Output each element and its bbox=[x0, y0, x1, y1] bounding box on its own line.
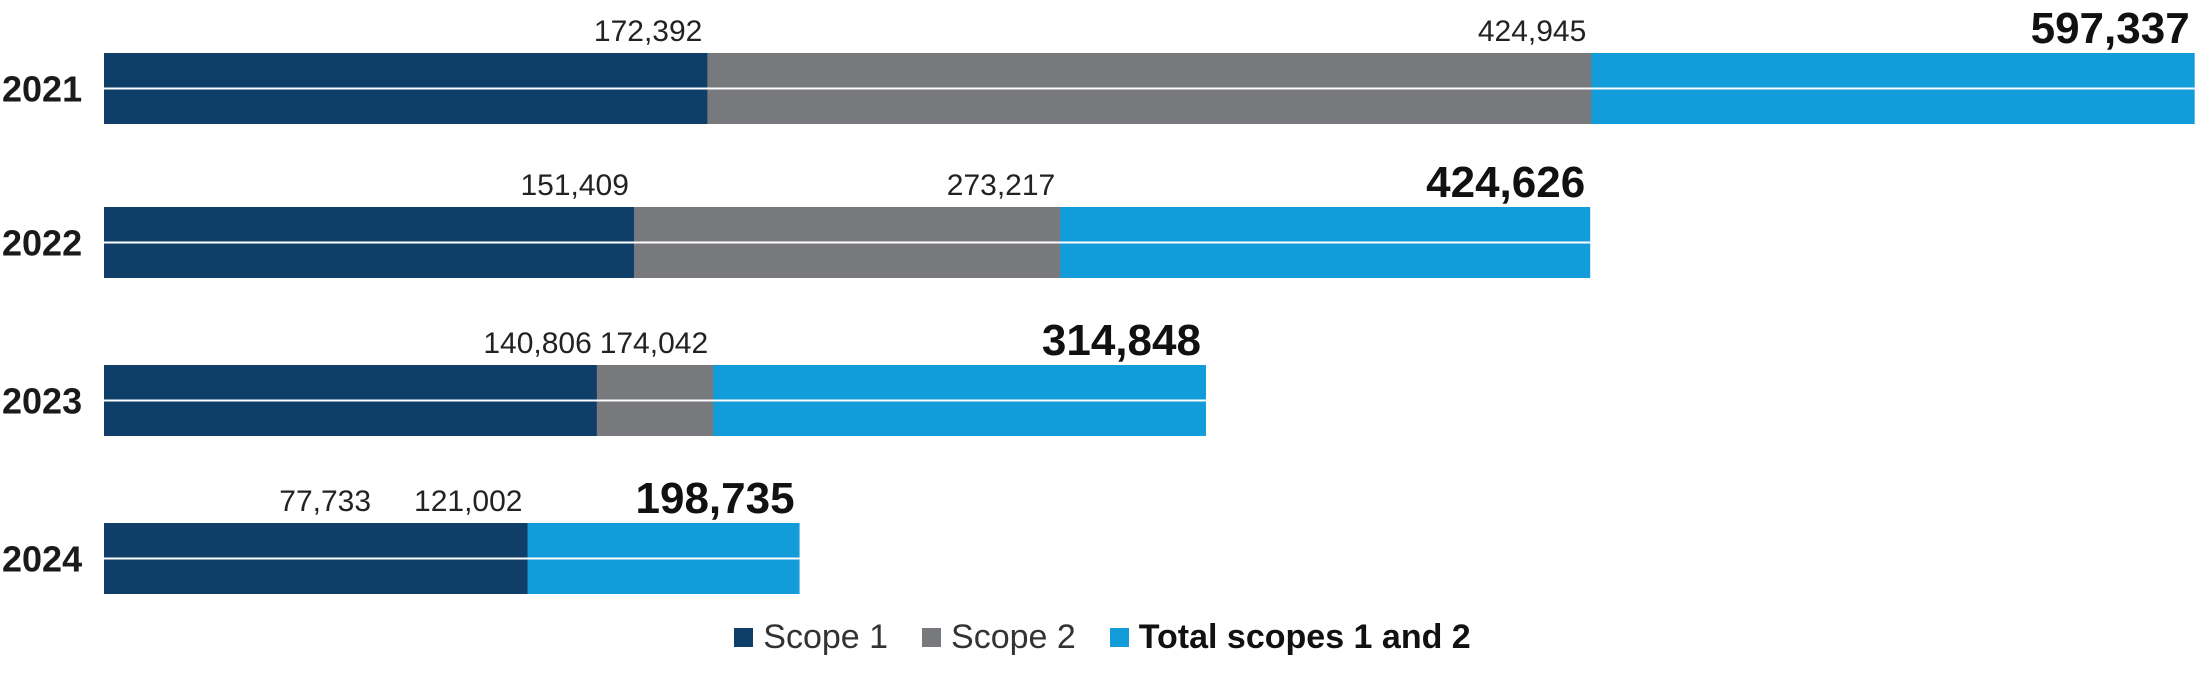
value-label-total-2021: 597,337 bbox=[2031, 4, 2190, 53]
value-label-total-2022: 424,626 bbox=[1426, 158, 1585, 207]
value-label-scope-2-2023: 174,042 bbox=[600, 327, 708, 360]
value-label-scope-1-2021: 172,392 bbox=[594, 15, 702, 48]
year-label-2021: 2021 bbox=[2, 69, 82, 110]
value-label-total-2024: 198,735 bbox=[636, 474, 795, 523]
legend-swatch-scope-2 bbox=[922, 628, 942, 647]
value-label-total-2023: 314,848 bbox=[1042, 316, 1201, 365]
legend-swatch-total bbox=[1109, 628, 1129, 647]
legend-item-total: Total scopes 1 and 2 bbox=[1109, 618, 1471, 657]
legend-item-scope-1: Scope 1 bbox=[734, 618, 888, 657]
value-label-scope-1-2024: 121,002 bbox=[414, 485, 522, 518]
value-label-scope-1-2023: 140,806 bbox=[483, 327, 591, 360]
value-label-scope-2-2021: 424,945 bbox=[1478, 15, 1586, 48]
legend-label-total: Total scopes 1 and 2 bbox=[1138, 618, 1471, 656]
year-label-2023: 2023 bbox=[2, 381, 82, 422]
legend-label-scope-1: Scope 1 bbox=[763, 618, 889, 656]
legend-item-scope-2: Scope 2 bbox=[922, 618, 1076, 657]
value-label-scope-2-2022: 273,217 bbox=[947, 169, 1055, 202]
value-label-scope-2-2024: 77,733 bbox=[279, 485, 371, 518]
legend-label-scope-2: Scope 2 bbox=[951, 618, 1076, 656]
year-label-2024: 2024 bbox=[2, 539, 82, 580]
legend-swatch-scope-1 bbox=[734, 628, 754, 647]
year-label-2022: 2022 bbox=[2, 223, 82, 264]
chart-legend: Scope 1 Scope 2 Total scopes 1 and 2 bbox=[0, 618, 2205, 657]
value-label-scope-1-2022: 151,409 bbox=[520, 169, 628, 202]
